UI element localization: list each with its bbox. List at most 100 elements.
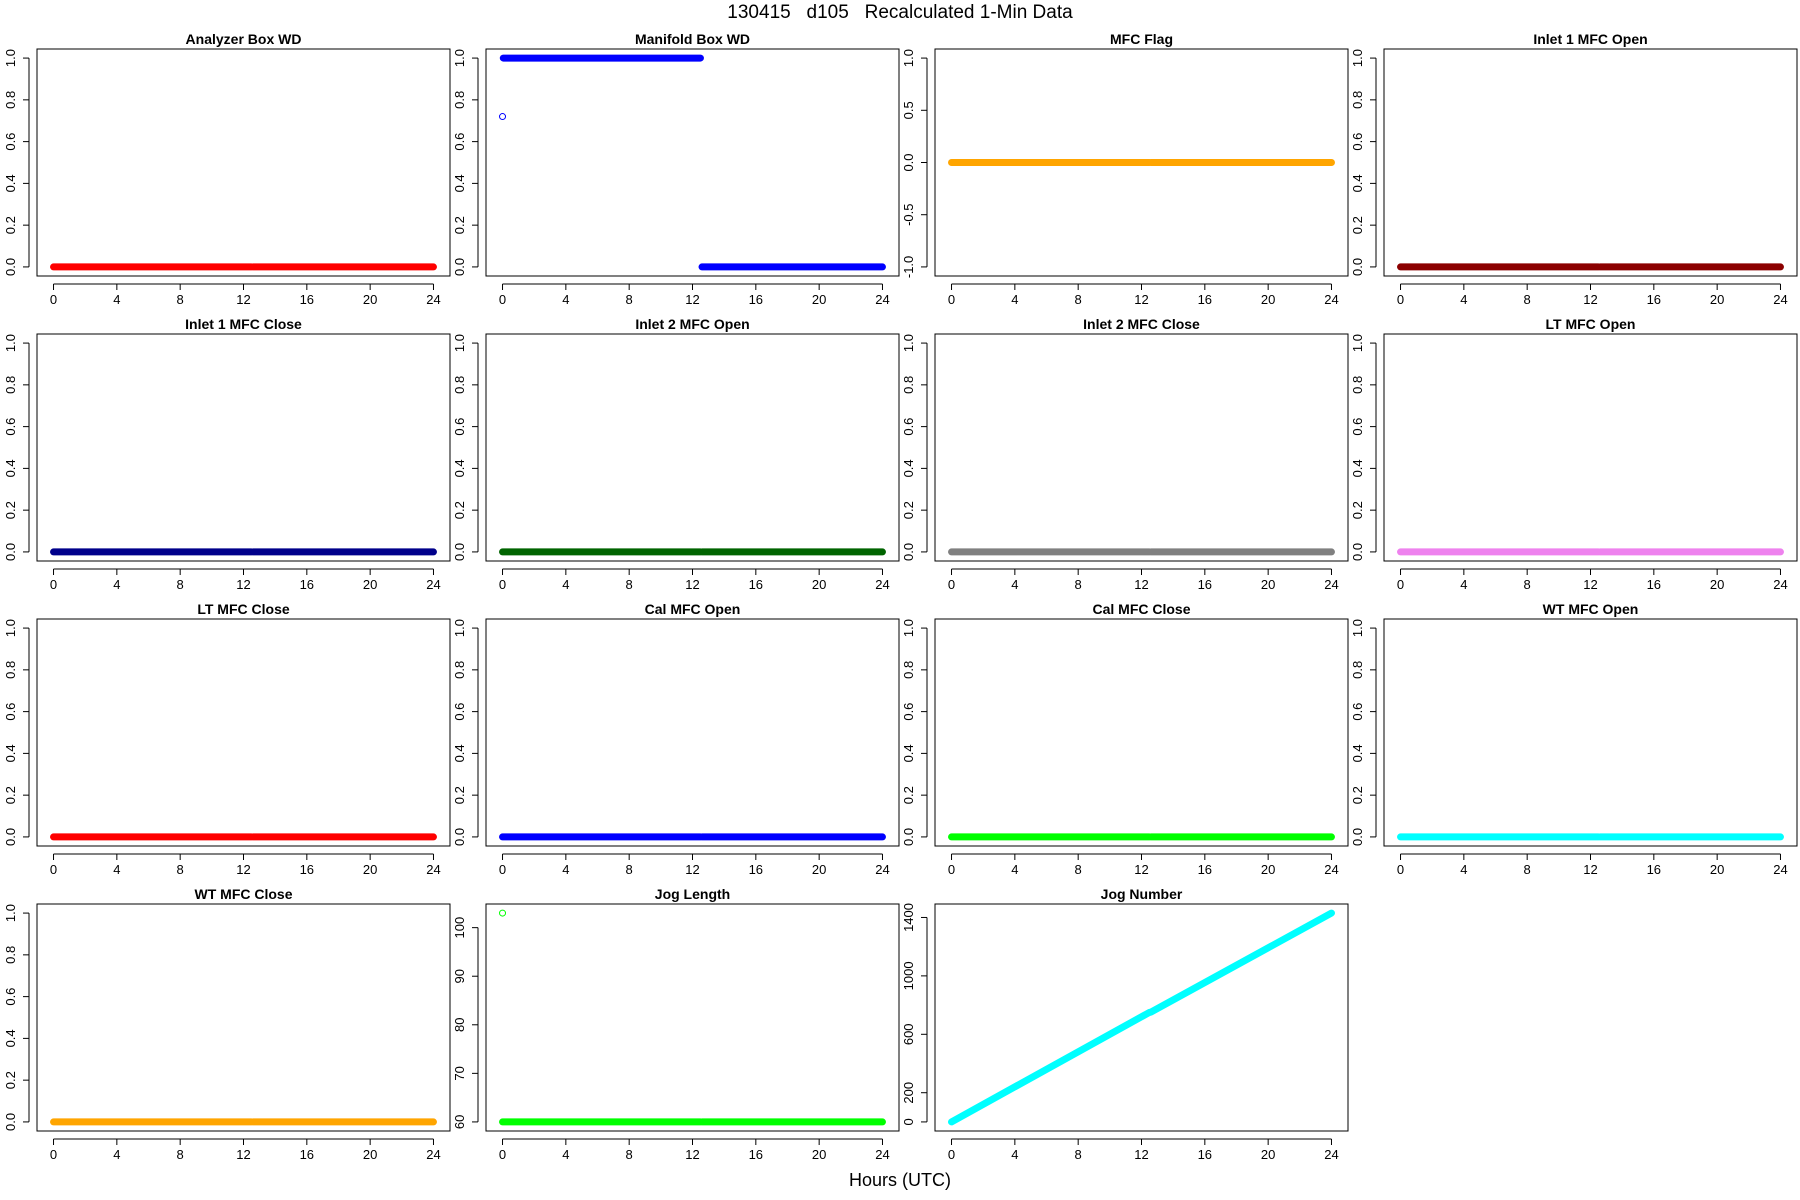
y-axis: 0.0 0.2 0.4 0.6 0.8 1.0 [1350,334,1377,561]
y-tick-label: 200 [901,1082,916,1104]
panel-title: Analyzer Box WD [186,31,302,47]
plot-frame [485,48,900,277]
x-tick-label: 16 [1198,1147,1212,1162]
x-tick-label: 0 [50,862,57,877]
x-tick-label: 0 [50,292,57,307]
x-tick-label: 16 [300,577,314,592]
y-axis: 0.0 0.2 0.4 0.6 0.8 1.0 [3,49,30,276]
y-tick-label: 1.0 [3,904,18,922]
x-tick-label: 16 [1198,577,1212,592]
plot-frame [36,618,451,847]
y-axis: 0.0 0.2 0.4 0.6 0.8 1.0 [901,334,928,561]
plot-frame [1383,618,1798,847]
x-tick-label: 8 [626,862,633,877]
y-tick-label: 0.0 [901,153,916,171]
x-axis: 0 4 8 12 16 20 24 [499,283,890,307]
y-tick-label: 1.0 [1350,334,1365,352]
y-tick-label: 100 [452,917,467,939]
x-axis: 0 4 8 12 16 20 24 [948,1138,1339,1162]
y-tick-label: 0.4 [901,744,916,762]
y-tick-label: 0.8 [1350,376,1365,394]
y-tick-label: 1.0 [901,334,916,352]
y-tick-label: 0.4 [3,174,18,192]
y-tick-label: 0.2 [3,501,18,519]
x-tick-label: 20 [812,1147,826,1162]
y-tick-label: -0.5 [901,204,916,226]
y-tick-label: 1.0 [1350,49,1365,67]
panel-6: Inlet 2 MFC Close 0 4 8 12 16 20 24 0.0 0.2 0.4 0.6… [901,316,1349,592]
y-axis: 60 70 80 90 100 [452,917,479,1129]
panel-title: Inlet 1 MFC Open [1533,31,1647,47]
y-tick-label: 0.0 [3,1113,18,1131]
x-tick-label: 8 [177,862,184,877]
panel-10: Cal MFC Close 0 4 8 12 16 20 24 0.0 0.2 0.4 0.6 0.8 1… [901,601,1349,877]
y-tick-label: 0.5 [901,101,916,119]
panel-title: Inlet 2 MFC Close [1083,316,1200,332]
x-tick-label: 24 [875,577,889,592]
y-tick-label: 70 [452,1066,467,1080]
panel-8: LT MFC Close 0 4 8 12 16 20 24 0.0 0.2 0.4 0.6 0.8 1.… [3,601,451,877]
series-segment [1147,909,1335,1016]
x-tick-label: 8 [1524,862,1531,877]
y-tick-label: 1.0 [3,619,18,637]
y-tick-label: 0.2 [901,501,916,519]
panel-title: Inlet 1 MFC Close [185,316,302,332]
x-tick-label: 0 [948,292,955,307]
y-tick-label: 0.6 [3,418,18,436]
y-tick-label: 0.2 [452,216,467,234]
x-tick-label: 0 [50,1147,57,1162]
data-point [499,113,507,121]
x-tick-label: 20 [1261,1147,1275,1162]
x-tick-label: 0 [50,577,57,592]
plot-frame [485,618,900,847]
panel-title: MFC Flag [1110,31,1173,47]
plot-frame [485,903,900,1132]
y-tick-label: 0.4 [452,744,467,762]
y-tick-label: 0.2 [1350,501,1365,519]
x-tick-label: 16 [749,292,763,307]
x-tick-label: 12 [236,1147,250,1162]
x-tick-label: 12 [1134,1147,1148,1162]
y-tick-label: 1400 [901,903,916,932]
y-tick-label: 1.0 [901,619,916,637]
x-tick-label: 16 [1198,292,1212,307]
x-axis: 0 4 8 12 16 20 24 [50,853,441,877]
x-tick-label: 4 [1011,1147,1018,1162]
y-tick-label: 1.0 [3,334,18,352]
y-tick-label: 0.2 [1350,786,1365,804]
panel-title: Inlet 2 MFC Open [635,316,749,332]
y-tick-label: 0.0 [1350,543,1365,561]
x-tick-label: 12 [1134,577,1148,592]
panel-1: Manifold Box WD0 4 8 12 16 20 240.00.20.40.60.… [452,31,900,307]
y-tick-label: 0.2 [1350,216,1365,234]
y-tick-label: 0.8 [452,376,467,394]
y-tick-label: 0.0 [3,828,18,846]
y-tick-label: 0.4 [3,1029,18,1047]
x-tick-label: 4 [1460,862,1467,877]
x-tick-label: 8 [626,292,633,307]
x-tick-label: 24 [426,1147,440,1162]
x-tick-label: 12 [685,862,699,877]
y-tick-label: 0.6 [3,133,18,151]
y-tick-label: 1000 [901,961,916,990]
y-tick-label: 1.0 [452,49,467,67]
figure-title: 130415 d105 Recalculated 1-Min Data [727,2,1073,23]
y-axis: 0.0 0.2 0.4 0.6 0.8 1.0 [452,334,479,561]
y-tick-label: 1.0 [901,49,916,67]
y-tick-label: 0.0 [3,258,18,276]
panel-title: WT MFC Open [1543,601,1639,617]
panel-title: Jog Length [655,886,730,902]
x-axis: 0 4 8 12 16 20 24 [50,283,441,307]
y-tick-label: 0.4 [1350,174,1365,192]
data-series [499,909,886,1126]
plot-frame [934,48,1349,277]
x-axis-label: Hours (UTC) [849,1170,951,1190]
panel-title: WT MFC Close [195,886,293,902]
x-axis: 0 4 8 12 16 20 24 [50,568,441,592]
y-axis: 0 200 600 1000 1400 [901,903,928,1126]
x-tick-label: 20 [1710,577,1724,592]
panel-12: WT MFC Close 0 4 8 12 16 20 24 0.0 0.2 0.4 0.6 0.8 1.… [3,886,451,1162]
x-tick-label: 0 [499,292,506,307]
